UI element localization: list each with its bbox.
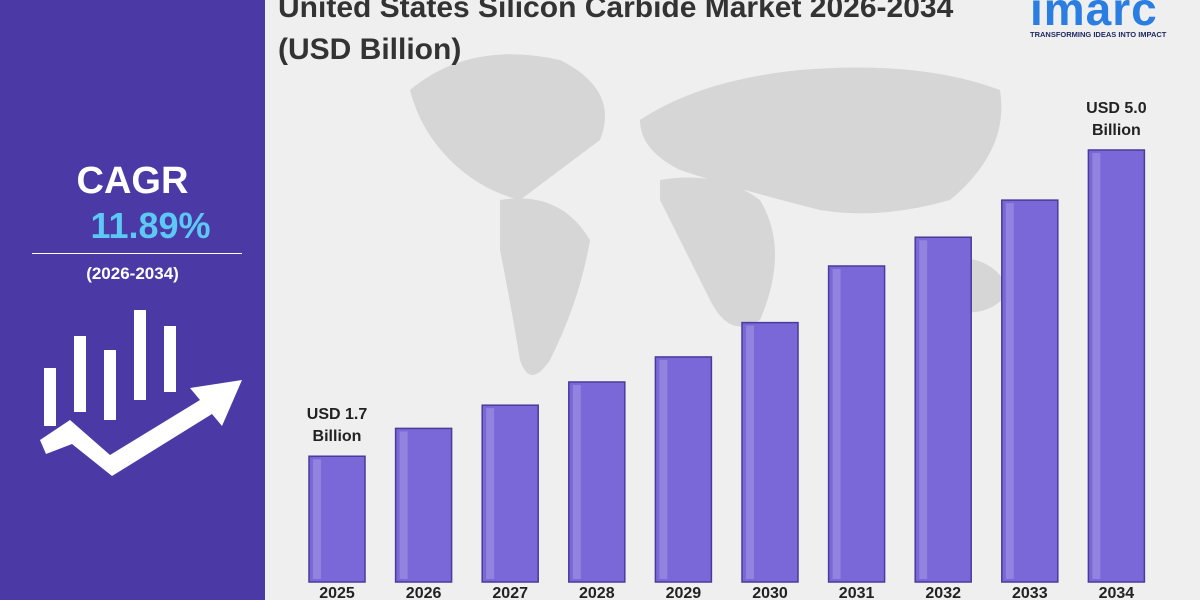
bar-shade [313, 459, 321, 579]
side-panel [0, 0, 265, 600]
x-tick-label: 2026 [406, 585, 442, 600]
x-tick-label: 2027 [492, 585, 528, 600]
x-tick-label: 2031 [839, 585, 875, 600]
growth-icon [40, 310, 242, 476]
cagr-label: CAGR [76, 160, 189, 202]
bar-shade [919, 240, 928, 579]
logo-tagline: TRANSFORMING IDEAS INTO IMPACT [1030, 30, 1167, 39]
bar-shade [1005, 203, 1014, 579]
bar [1087, 149, 1146, 583]
x-tick-label: 2029 [666, 585, 702, 600]
divider [32, 253, 242, 254]
bar [914, 236, 972, 583]
bar [741, 321, 799, 583]
value-label: USD 1.7 Billion [306, 406, 368, 446]
bar-shade [486, 408, 495, 579]
bar-shade [746, 325, 754, 579]
bar-shade [399, 431, 408, 579]
x-tick-label: 2033 [1012, 585, 1048, 600]
bar-shade [659, 359, 668, 579]
bar [308, 455, 366, 583]
bar [1001, 199, 1059, 583]
cagr-value: 11.89% [90, 205, 211, 246]
chart-title: United States Silicon Carbide Market 202… [278, 0, 954, 66]
bar-shade [572, 385, 581, 579]
logo: imarc [1030, 0, 1158, 35]
bar-shade [832, 269, 841, 579]
cagr-period: (2026-2034) [86, 264, 179, 283]
bar [481, 404, 539, 583]
bar [827, 265, 886, 583]
bar [568, 381, 626, 583]
x-tick-label: 2032 [925, 585, 961, 600]
x-tick-label: 2025 [319, 585, 355, 600]
bar [654, 356, 713, 583]
x-tick-label: 2028 [579, 585, 615, 600]
value-label: USD 5.0 Billion [1086, 100, 1147, 139]
x-tick-label: 2034 [1099, 585, 1135, 600]
x-tick-label: 2030 [752, 585, 788, 600]
bar-shade [1092, 153, 1101, 579]
bar [394, 427, 453, 583]
